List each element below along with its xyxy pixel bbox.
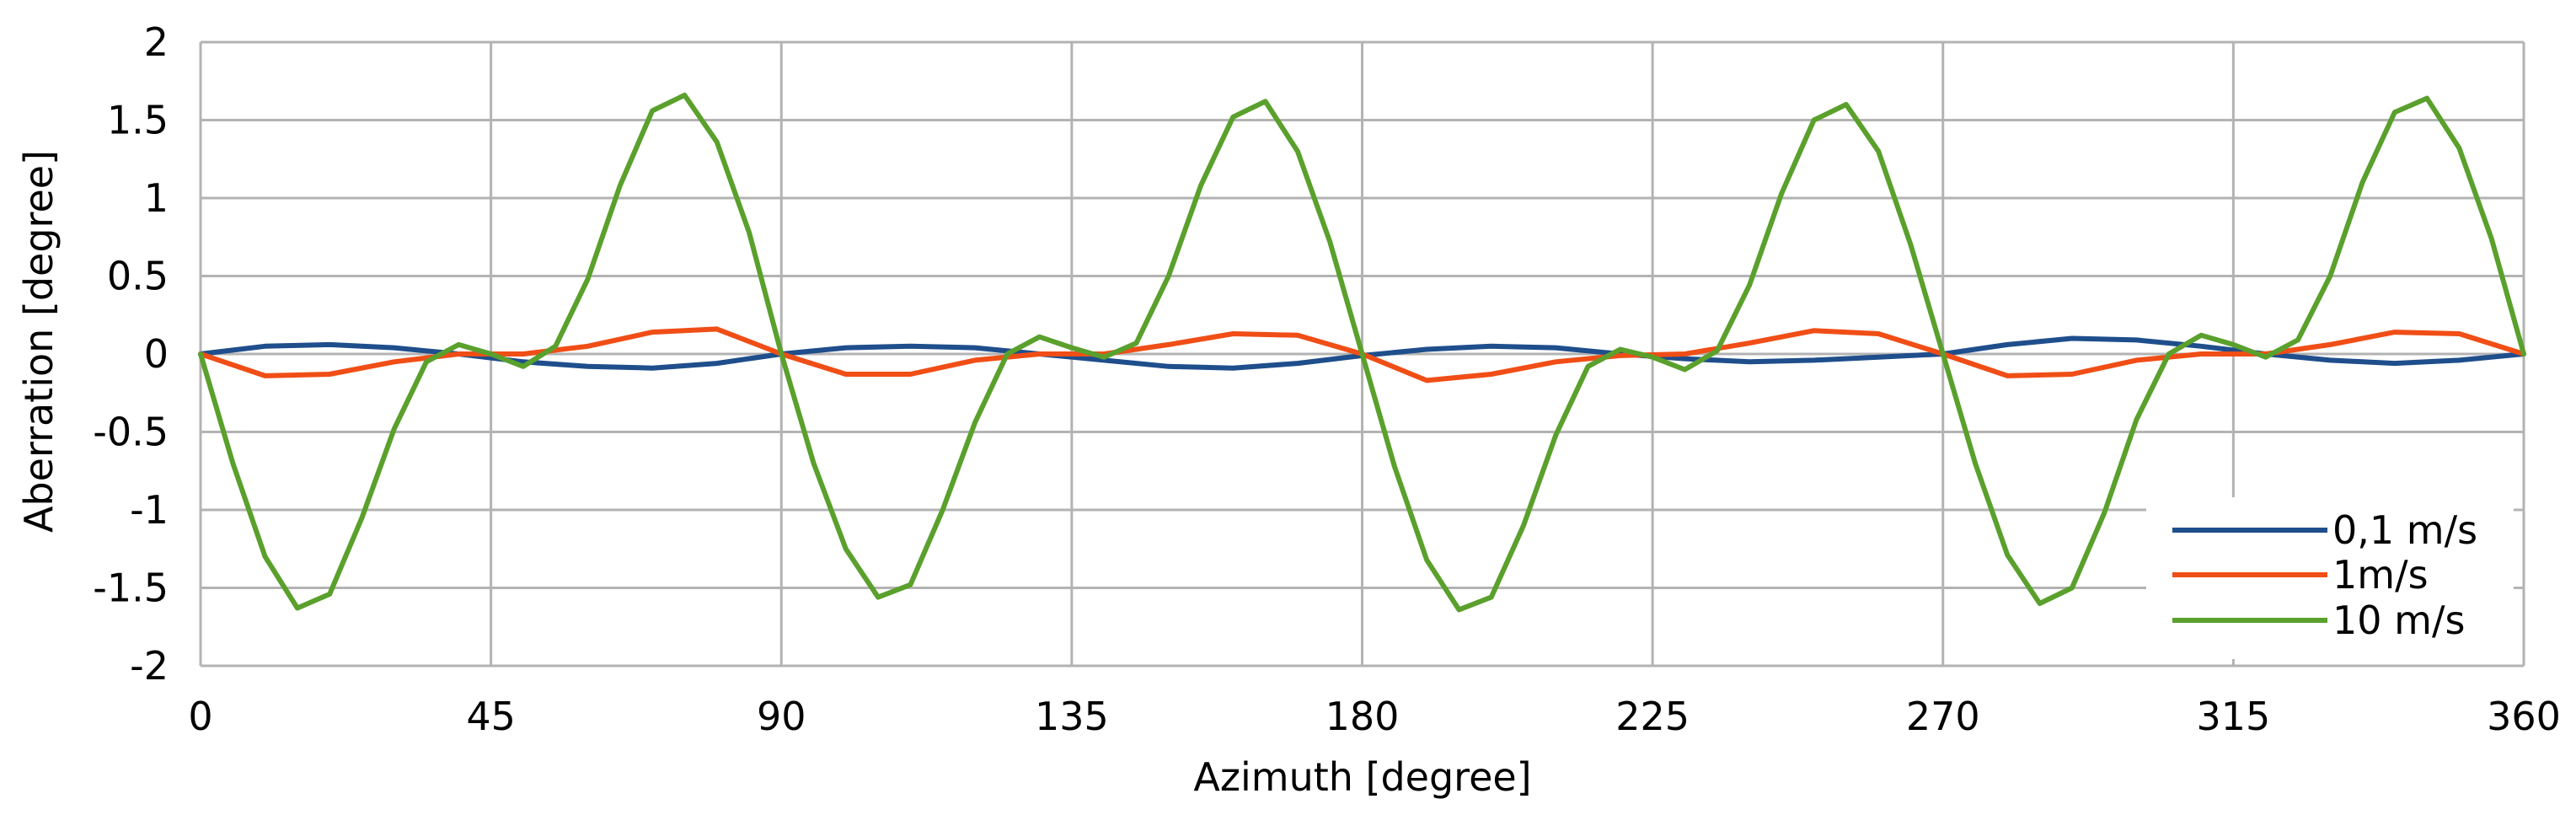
x-tick-label: 180 <box>1325 694 1400 739</box>
y-tick-label: 1 <box>144 175 169 221</box>
x-tick-label: 135 <box>1035 694 1109 739</box>
y-tick-label: -1 <box>130 487 169 533</box>
x-tick-label: 45 <box>466 694 516 739</box>
y-tick-label: 0 <box>144 331 169 377</box>
y-tick-label: -2 <box>130 643 169 689</box>
y-tick-label: 0.5 <box>107 254 169 299</box>
y-tick-label: -1.5 <box>93 566 169 611</box>
x-tick-label: 90 <box>757 694 806 739</box>
series-line-3 <box>198 92 2526 613</box>
x-tick-label: 315 <box>2196 694 2270 739</box>
x-tick-label: 225 <box>1615 694 1690 739</box>
x-tick-label: 360 <box>2487 694 2561 739</box>
y-tick-label: 2 <box>144 19 169 65</box>
legend-label: 10 m/s <box>2332 598 2465 643</box>
x-tick-label: 270 <box>1906 694 1980 739</box>
legend-label: 0,1 m/s <box>2332 507 2477 553</box>
legend-background <box>2146 497 2514 659</box>
series-group <box>198 92 2526 613</box>
y-tick-labels: 2 1.5 1 0.5 0 -0.5 -1 -1.5 -2 <box>93 19 169 689</box>
y-tick-label: 1.5 <box>107 98 169 143</box>
y-tick-label: -0.5 <box>93 410 169 455</box>
y-axis-title: Aberration [degree] <box>16 150 62 533</box>
x-tick-labels: 0 45 90 135 180 225 270 315 360 <box>188 694 2561 739</box>
legend: 0,1 m/s1m/s10 m/s <box>2146 497 2514 659</box>
x-axis-title: Azimuth [degree] <box>1193 754 1531 800</box>
x-tick-label: 0 <box>188 694 212 739</box>
legend-label: 1m/s <box>2332 552 2429 598</box>
